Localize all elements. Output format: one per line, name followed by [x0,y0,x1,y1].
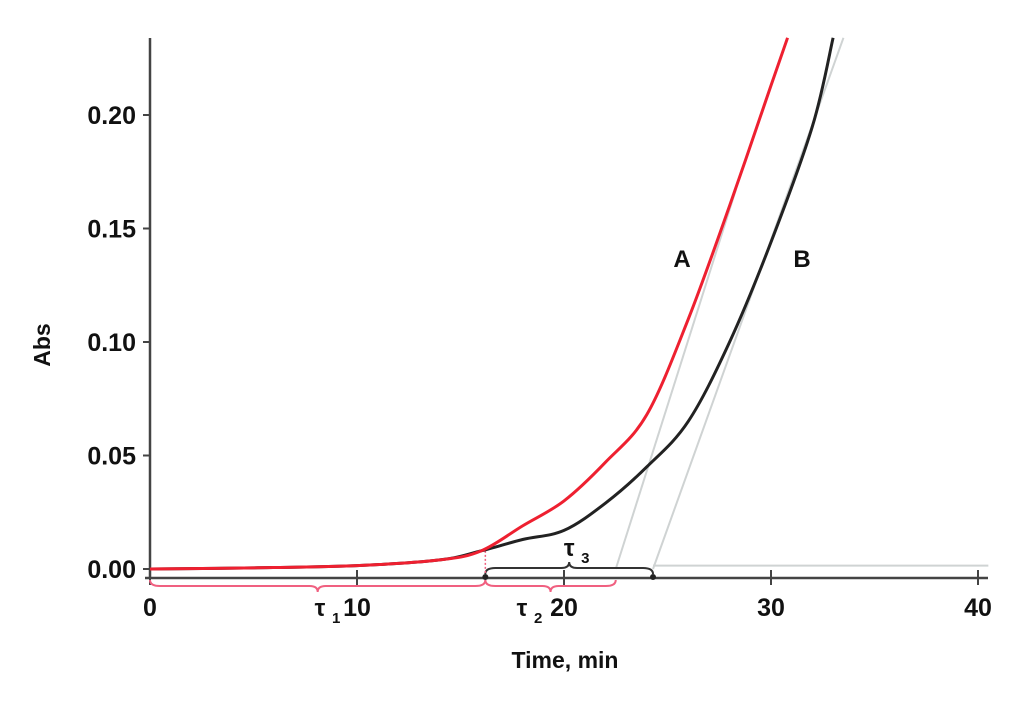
y-tick-label: 0.20 [87,102,136,130]
interval-endpoint [650,574,657,580]
curve-label-B: B [793,246,810,273]
interval-brace-tau3 [484,561,655,575]
series-line-A [149,37,789,571]
x-tick-label: 0 [143,594,157,622]
interval-label-sub: 1 [332,610,340,627]
x-tick-label: 20 [550,594,578,622]
y-axis-label: Abs [29,323,55,366]
curve-label-A: A [673,246,690,273]
y-tick-label: 0.00 [87,556,136,584]
tangent-line-A [614,189,737,570]
x-tick-label: 30 [757,594,785,622]
y-tick-label: 0.05 [87,443,136,471]
interval-label-tau2: τ [517,595,528,622]
interval-brace-tau1 [149,579,487,593]
y-tick-label: 0.10 [87,329,136,357]
interval-endpoint [482,574,489,580]
interval-label-sub: 3 [581,550,589,567]
x-axis-label: Time, min [512,647,619,673]
x-tick-label: 10 [343,594,371,622]
interval-label-sub: 2 [534,610,542,627]
series-line-B [149,37,835,571]
y-tick-label: 0.15 [87,216,136,244]
interval-brace-tau2 [484,579,617,593]
x-tick-label: 40 [964,594,992,622]
interval-label-tau1: τ [315,595,326,622]
interval-label-tau3: τ [564,535,575,562]
